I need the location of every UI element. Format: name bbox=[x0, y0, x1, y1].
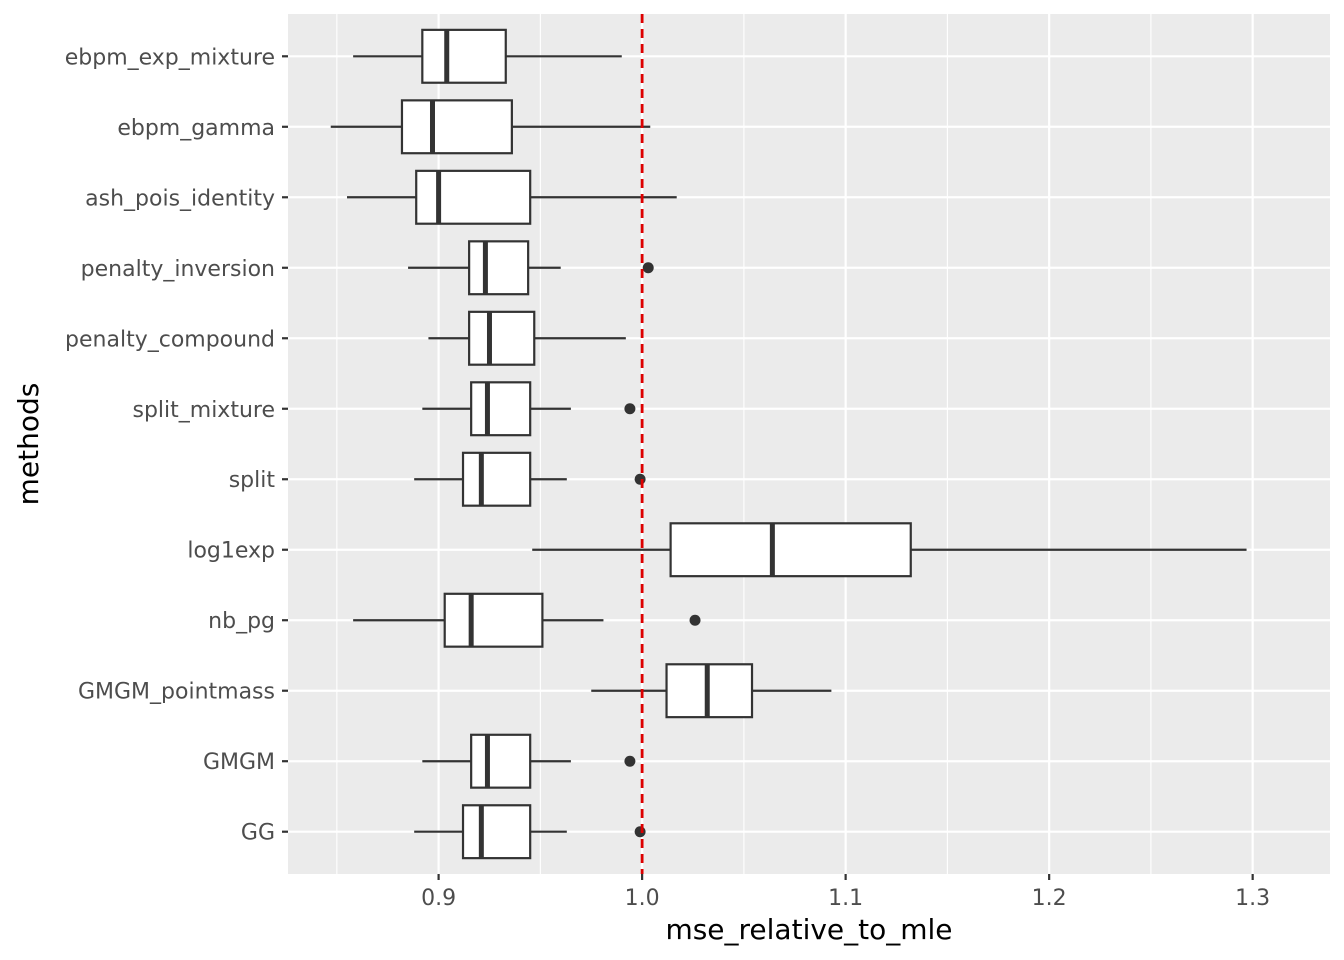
y-tick-label: penalty_inversion bbox=[81, 257, 275, 282]
x-tick-label: 1.1 bbox=[828, 886, 863, 911]
y-tick-label: ebpm_exp_mixture bbox=[65, 45, 275, 70]
x-axis-title: mse_relative_to_mle bbox=[665, 913, 952, 946]
box-layer bbox=[330, 28, 1247, 860]
grid-major-lines bbox=[288, 14, 1330, 874]
x-tick-label: 0.9 bbox=[421, 886, 456, 911]
box-log1exp bbox=[532, 522, 1247, 578]
iqr-box bbox=[421, 28, 507, 84]
y-tick-label: penalty_compound bbox=[65, 327, 275, 352]
iqr-box bbox=[468, 310, 536, 366]
y-axis-title: methods bbox=[12, 383, 45, 506]
y-tick-label: ash_pois_identity bbox=[85, 186, 275, 211]
iqr-box bbox=[461, 804, 532, 860]
iqr-box bbox=[669, 522, 912, 578]
box-ebpm_exp_mixture bbox=[353, 28, 622, 84]
outlier-point bbox=[624, 755, 636, 767]
y-tick-label: split_mixture bbox=[132, 398, 275, 423]
x-axis: 0.9 1.0 1.1 1.2 1.3 bbox=[421, 874, 1270, 911]
outlier-point bbox=[642, 262, 654, 274]
box-ebpm_gamma bbox=[330, 99, 651, 155]
box-GMGM_pointmass bbox=[591, 663, 832, 719]
box-penalty_inversion bbox=[408, 240, 654, 296]
outlier-point bbox=[624, 403, 636, 415]
outlier-point bbox=[634, 826, 646, 838]
x-tick-label: 1.0 bbox=[625, 886, 660, 911]
x-tick-label: 1.2 bbox=[1032, 886, 1067, 911]
box-nb_pg bbox=[353, 592, 701, 648]
y-tick-label: ebpm_gamma bbox=[117, 116, 275, 141]
iqr-box bbox=[468, 240, 530, 296]
y-axis: ebpm_exp_mixture ebpm_gamma ash_pois_ident… bbox=[65, 45, 288, 846]
outlier-point bbox=[634, 473, 646, 485]
box-penalty_compound bbox=[428, 310, 626, 366]
iqr-box bbox=[461, 451, 532, 507]
iqr-box bbox=[470, 381, 532, 437]
grid-minor-lines bbox=[336, 14, 1152, 874]
box-split bbox=[414, 451, 646, 507]
y-tick-label: GMGM_pointmass bbox=[78, 680, 275, 705]
box-GMGM bbox=[422, 733, 636, 789]
y-tick-label: GMGM bbox=[203, 750, 275, 775]
y-tick-label: GG bbox=[241, 821, 275, 846]
box-split_mixture bbox=[422, 381, 636, 437]
iqr-box bbox=[400, 99, 513, 155]
iqr-box bbox=[443, 592, 544, 648]
box-ash_pois_identity bbox=[347, 169, 677, 225]
plot-panel bbox=[288, 14, 1330, 874]
iqr-box bbox=[415, 169, 532, 225]
y-tick-label: nb_pg bbox=[208, 609, 275, 634]
iqr-box bbox=[470, 733, 532, 789]
y-tick-label: log1exp bbox=[187, 539, 275, 564]
y-tick-label: split bbox=[229, 468, 276, 493]
x-tick-label: 1.3 bbox=[1235, 886, 1270, 911]
box-GG bbox=[414, 804, 646, 860]
outlier-point bbox=[689, 614, 701, 626]
